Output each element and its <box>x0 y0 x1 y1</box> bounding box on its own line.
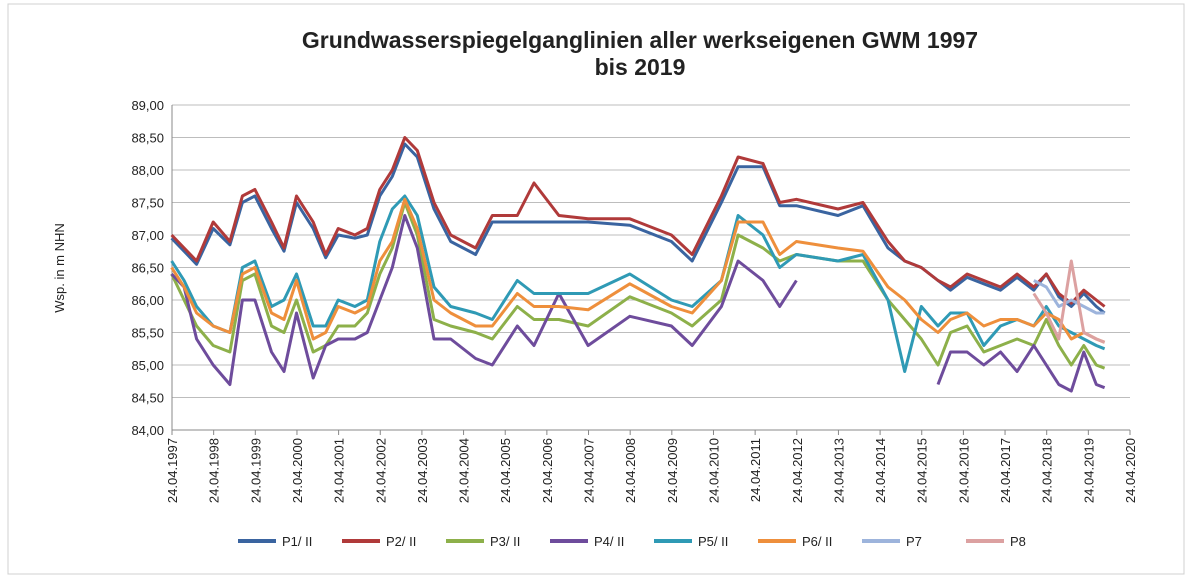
x-tick-label: 24.04.1997 <box>165 438 180 503</box>
x-tick-label: 24.04.2009 <box>665 438 680 503</box>
y-tick-label: 86,00 <box>131 293 164 308</box>
legend-label: P6/ II <box>802 534 832 549</box>
legend-label: P7 <box>906 534 922 549</box>
legend-label: P4/ II <box>594 534 624 549</box>
x-tick-label: 24.04.2016 <box>956 438 971 503</box>
legend-label: P5/ II <box>698 534 728 549</box>
y-axis-label: Wsp. in m NHN <box>52 223 67 313</box>
x-tick-label: 24.04.2012 <box>790 438 805 503</box>
x-tick-label: 24.04.2005 <box>498 438 513 503</box>
legend-label: P3/ II <box>490 534 520 549</box>
x-tick-label: 24.04.2011 <box>748 438 763 502</box>
x-tick-label: 24.04.1998 <box>207 438 222 503</box>
series-line <box>170 136 1106 308</box>
x-tick-label: 24.04.2001 <box>332 438 347 503</box>
y-tick-label: 88,50 <box>131 131 164 146</box>
y-tick-label: 87,50 <box>131 196 164 211</box>
series-line <box>170 201 1106 370</box>
x-tick-label: 24.04.2015 <box>915 438 930 503</box>
x-tick-label: 24.04.2008 <box>623 438 638 503</box>
y-tick-label: 89,00 <box>131 98 164 113</box>
legend-label: P2/ II <box>386 534 416 549</box>
series-line <box>1032 259 1106 344</box>
y-tick-label: 85,00 <box>131 358 164 373</box>
series-line <box>170 194 1106 373</box>
y-tick-label: 88,00 <box>131 163 164 178</box>
x-tick-label: 24.04.2006 <box>540 438 555 503</box>
x-tick-label: 24.04.2002 <box>373 438 388 503</box>
series-line <box>1033 279 1105 315</box>
x-tick-label: 24.04.2019 <box>1081 438 1096 503</box>
series-line <box>170 197 1106 344</box>
x-tick-label: 24.04.2010 <box>706 438 721 503</box>
chart-title: bis 2019 <box>595 54 686 80</box>
y-tick-label: 87,00 <box>131 228 164 243</box>
x-tick-label: 24.04.2020 <box>1123 438 1138 503</box>
x-tick-label: 24.04.2017 <box>998 438 1013 503</box>
x-tick-label: 24.04.2000 <box>290 438 305 503</box>
chart-title: Grundwasserspiegelganglinien aller werks… <box>302 27 978 53</box>
y-tick-label: 85,50 <box>131 326 164 341</box>
legend-label: P1/ II <box>282 534 312 549</box>
x-tick-label: 24.04.2013 <box>831 438 846 503</box>
y-tick-label: 86,50 <box>131 261 164 276</box>
x-tick-label: 24.04.1999 <box>248 438 263 503</box>
x-tick-label: 24.04.2018 <box>1040 438 1055 503</box>
y-tick-label: 84,00 <box>131 423 164 438</box>
series-line <box>170 214 1106 393</box>
y-tick-label: 84,50 <box>131 391 164 406</box>
x-tick-label: 24.04.2004 <box>457 438 472 503</box>
x-tick-label: 24.04.2007 <box>582 438 597 503</box>
legend-label: P8 <box>1010 534 1026 549</box>
x-tick-label: 24.04.2003 <box>415 438 430 503</box>
x-tick-label: 24.04.2014 <box>873 438 888 503</box>
